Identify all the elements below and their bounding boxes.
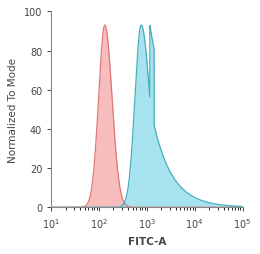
Y-axis label: Normalized To Mode: Normalized To Mode [8, 58, 18, 162]
X-axis label: FITC-A: FITC-A [128, 236, 166, 246]
